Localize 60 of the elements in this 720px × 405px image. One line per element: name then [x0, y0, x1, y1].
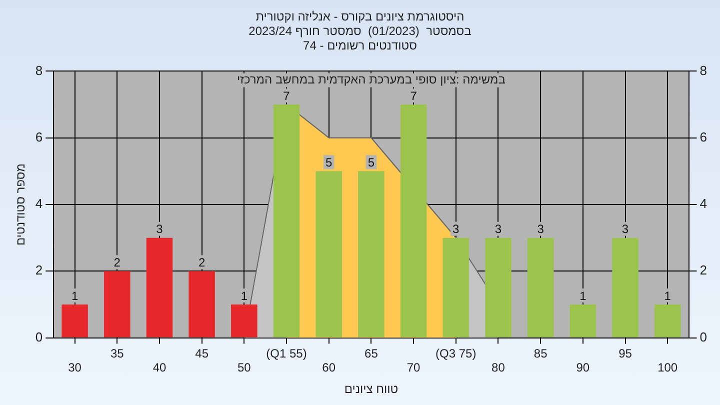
y2-tick-label: 0 — [700, 329, 708, 344]
x-tick-label: 65 — [364, 346, 378, 360]
y-tick-label: 0 — [35, 329, 43, 344]
data-label: 1 — [71, 288, 78, 303]
data-label: 5 — [326, 155, 333, 170]
x-tick-label: 90 — [576, 360, 590, 375]
x-tick-label: 50 — [237, 360, 252, 375]
x-tick-label: (Q3 75) — [436, 346, 476, 360]
x-tick-label: 45 — [195, 346, 209, 360]
chart-title: היסטוגרמת ציונים בקורס - אנליזה וקטורית — [256, 10, 464, 24]
bar — [612, 238, 638, 338]
y-tick-label: 2 — [35, 262, 43, 278]
bar — [527, 238, 554, 338]
bar — [358, 171, 384, 338]
bar — [400, 104, 427, 338]
y2-tick-label: 8 — [700, 62, 708, 78]
x-tick-label: (Q1 55) — [266, 346, 307, 360]
annotation: במשימה :ציון סופי במערכת האקדמית במחשב המרכזי — [236, 72, 506, 87]
y-axis-title: מספר סטודנטים — [14, 163, 28, 246]
bar — [273, 104, 300, 338]
data-label: 2 — [114, 255, 121, 270]
bar — [188, 271, 215, 338]
data-label: 1 — [580, 288, 587, 303]
bar — [654, 304, 681, 338]
x-tick-label: 35 — [110, 346, 124, 360]
bar — [485, 238, 512, 338]
x-tick-label: 85 — [534, 346, 548, 360]
bar — [146, 238, 173, 338]
y2-tick-label: 6 — [700, 129, 708, 144]
x-tick-label: 70 — [406, 360, 421, 375]
data-label: 3 — [537, 222, 544, 236]
data-label: 2 — [198, 255, 206, 270]
data-label: 7 — [410, 88, 418, 103]
data-label: 3 — [452, 222, 460, 236]
data-label: 1 — [664, 288, 672, 303]
bar — [104, 271, 130, 338]
bar — [442, 238, 470, 338]
data-label: 5 — [368, 155, 375, 170]
y2-tick-label: 2 — [700, 262, 708, 278]
data-label: 7 — [283, 88, 290, 103]
y-tick-label: 8 — [35, 62, 43, 78]
data-label: 1 — [240, 288, 248, 303]
x-tick-label: 80 — [492, 360, 506, 375]
data-label: 3 — [622, 222, 629, 236]
y-tick-label: 6 — [35, 129, 43, 144]
x-tick-label: 100 — [658, 360, 678, 375]
bar — [62, 304, 88, 338]
x-tick-label: 95 — [618, 346, 632, 360]
bar — [316, 171, 342, 338]
x-axis-title: טווח ציונים — [344, 382, 398, 396]
bar — [231, 304, 258, 338]
bar — [570, 304, 596, 338]
x-tick-label: 60 — [322, 360, 336, 375]
data-label: 3 — [494, 222, 502, 236]
chart-subtitle: בסמסטר (01/2023) סמסטר חורף 2023/24 סטודנטים רשומים - 74 — [248, 24, 472, 52]
y-tick-label: 4 — [35, 196, 43, 212]
x-tick-label: 40 — [152, 360, 166, 375]
y2-tick-label: 4 — [700, 196, 708, 212]
data-label: 3 — [156, 222, 164, 236]
x-tick-label: 30 — [68, 360, 82, 375]
